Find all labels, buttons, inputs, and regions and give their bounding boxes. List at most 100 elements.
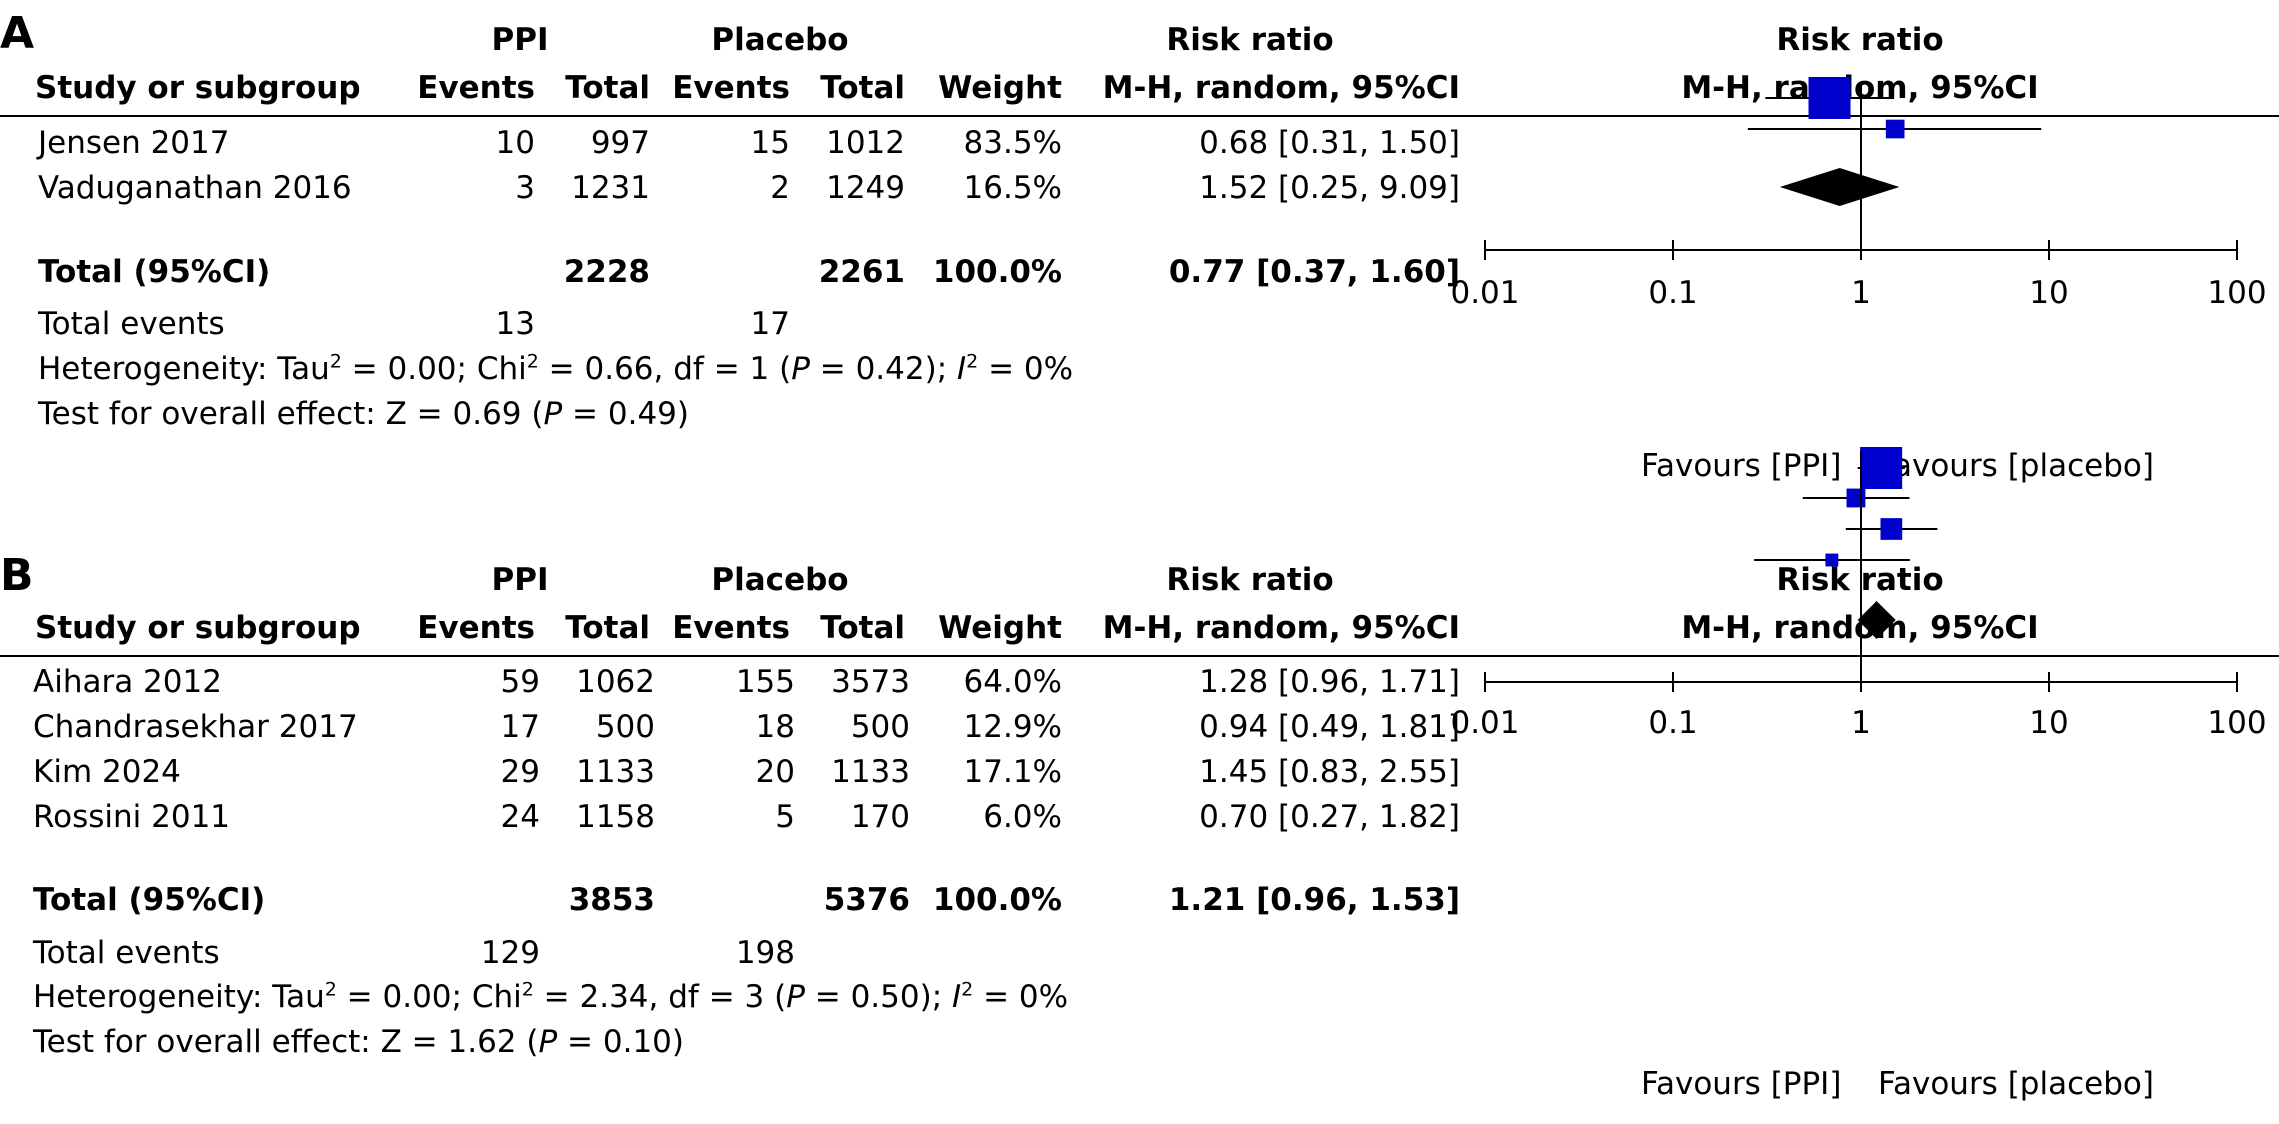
weight: 6.0%	[983, 799, 1062, 835]
header-ppi-total: Total	[565, 70, 650, 106]
header-study: Study or subgroup	[35, 70, 361, 106]
risk-ratio-ci: 1.45 [0.83, 2.55]	[1199, 754, 1460, 790]
placebo-total: 3573	[831, 664, 910, 700]
placebo-total-events: 198	[735, 935, 795, 971]
total-label: Total (95%CI)	[33, 882, 266, 918]
risk-ratio-ci: 0.70 [0.27, 1.82]	[1199, 799, 1460, 835]
x-tick-label: 100	[2207, 705, 2266, 741]
study-square	[1825, 553, 1839, 567]
ppi-total: 997	[590, 125, 650, 161]
header-rr-method: M-H, random, 95%CI	[1102, 610, 1460, 646]
header-rr-method: M-H, random, 95%CI	[1102, 70, 1460, 106]
pooled-risk-ratio-ci: 1.21 [0.96, 1.53]	[1168, 882, 1460, 918]
weight: 12.9%	[963, 709, 1062, 745]
x-tick-label: 10	[2029, 705, 2068, 741]
placebo-total: 1249	[826, 170, 905, 206]
total-label: Total (95%CI)	[38, 254, 271, 290]
study-name: Aihara 2012	[33, 664, 222, 700]
risk-ratio-ci: 1.28 [0.96, 1.71]	[1199, 664, 1460, 700]
pooled-risk-ratio-ci: 0.77 [0.37, 1.60]	[1168, 254, 1460, 290]
weight: 16.5%	[963, 170, 1062, 206]
study-name: Vaduganathan 2016	[38, 170, 352, 206]
forest-plot-chart: 0.01 0.1 1 10 100	[1450, 77, 2267, 311]
study-square	[1880, 518, 1903, 540]
x-tick-label: 0.01	[1450, 705, 1519, 741]
header-risk-ratio: Risk ratio	[1166, 22, 1334, 58]
header-ppi-events: Events	[417, 610, 535, 646]
x-axis: 0.01 0.1 1 10 100	[1450, 672, 2267, 741]
weight: 83.5%	[963, 125, 1062, 161]
header-risk-ratio: Risk ratio	[1166, 562, 1334, 598]
ppi-events: 29	[500, 754, 540, 790]
plot-header-method: M-H, random, 95%CI	[1681, 70, 2039, 106]
x-tick-label: 1	[1851, 275, 1871, 311]
placebo-total-sum: 2261	[818, 254, 905, 290]
ppi-total: 500	[595, 709, 655, 745]
risk-ratio-ci: 1.52 [0.25, 9.09]	[1199, 170, 1460, 206]
placebo-events: 155	[735, 664, 795, 700]
ppi-events: 24	[500, 799, 540, 835]
ppi-total: 1133	[576, 754, 655, 790]
x-tick-label: 0.1	[1648, 275, 1697, 311]
x-tick-label: 10	[2029, 275, 2068, 311]
heterogeneity-text: Heterogeneity: Tau2 = 0.00; Chi2 = 2.34,…	[33, 978, 1069, 1015]
weight: 17.1%	[963, 754, 1062, 790]
header-ppi-group: PPI	[491, 22, 549, 58]
study-marks	[1747, 77, 2042, 139]
forest-plot-chart: 0.01 0.1 1 10 100	[1450, 447, 2267, 741]
weight: 64.0%	[963, 664, 1062, 700]
overall-effect-text: Test for overall effect: Z = 1.62 (P = 0…	[33, 1024, 684, 1060]
placebo-events: 18	[755, 709, 795, 745]
placebo-total: 1133	[831, 754, 910, 790]
header-weight: Weight	[938, 610, 1062, 646]
x-tick-label: 0.1	[1648, 705, 1697, 741]
panel-letter: A	[0, 8, 35, 59]
plot-header-method: M-H, random, 95%CI	[1681, 610, 2039, 646]
ppi-total-sum: 3853	[568, 882, 655, 918]
total-events-label: Total events	[33, 935, 220, 971]
favours-placebo-label: Favours [placebo]	[1878, 448, 2154, 484]
placebo-total: 1012	[826, 125, 905, 161]
x-tick-label: 0.01	[1450, 275, 1519, 311]
x-axis: 0.01 0.1 1 10 100	[1450, 240, 2267, 311]
study-square	[1885, 119, 1905, 139]
ppi-total: 1158	[576, 799, 655, 835]
plot-header-risk-ratio: Risk ratio	[1776, 22, 1944, 58]
study-name: Rossini 2011	[33, 799, 231, 835]
ppi-events: 17	[500, 709, 540, 745]
total-weight: 100.0%	[932, 882, 1062, 918]
placebo-events: 15	[750, 125, 790, 161]
placebo-total-sum: 5376	[823, 882, 910, 918]
pooled-diamond	[1779, 168, 1900, 206]
placebo-events: 20	[755, 754, 795, 790]
overall-effect-text: Test for overall effect: Z = 0.69 (P = 0…	[38, 396, 689, 432]
ppi-total-events: 13	[495, 306, 535, 342]
header-ppi-events: Events	[417, 70, 535, 106]
risk-ratio-ci: 0.68 [0.31, 1.50]	[1199, 125, 1460, 161]
ppi-events: 59	[500, 664, 540, 700]
panel-letter: B	[0, 550, 34, 601]
x-tick-label: 1	[1851, 705, 1871, 741]
header-placebo-group: Placebo	[711, 562, 849, 598]
header-ppi-total: Total	[565, 610, 650, 646]
placebo-events: 2	[770, 170, 790, 206]
favours-ppi-label: Favours [PPI]	[1641, 1066, 1842, 1102]
ppi-total: 1062	[576, 664, 655, 700]
risk-ratio-ci: 0.94 [0.49, 1.81]	[1199, 709, 1460, 745]
ppi-total: 1231	[571, 170, 650, 206]
header-weight: Weight	[938, 70, 1062, 106]
header-placebo-group: Placebo	[711, 22, 849, 58]
placebo-events: 5	[775, 799, 795, 835]
header-divider	[0, 655, 2279, 657]
placebo-total: 500	[850, 709, 910, 745]
study-name: Chandrasekhar 2017	[33, 709, 358, 745]
pooled-marks	[1857, 601, 1896, 639]
header-divider	[0, 115, 2279, 117]
total-weight: 100.0%	[932, 254, 1062, 290]
header-placebo-total: Total	[820, 610, 905, 646]
ppi-total-sum: 2228	[563, 254, 650, 290]
placebo-total: 170	[850, 799, 910, 835]
forest-plot-panel-a: A PPI Placebo Risk ratio Study or subgro…	[0, 0, 2279, 560]
ppi-total-events: 129	[480, 935, 540, 971]
study-name: Kim 2024	[33, 754, 181, 790]
